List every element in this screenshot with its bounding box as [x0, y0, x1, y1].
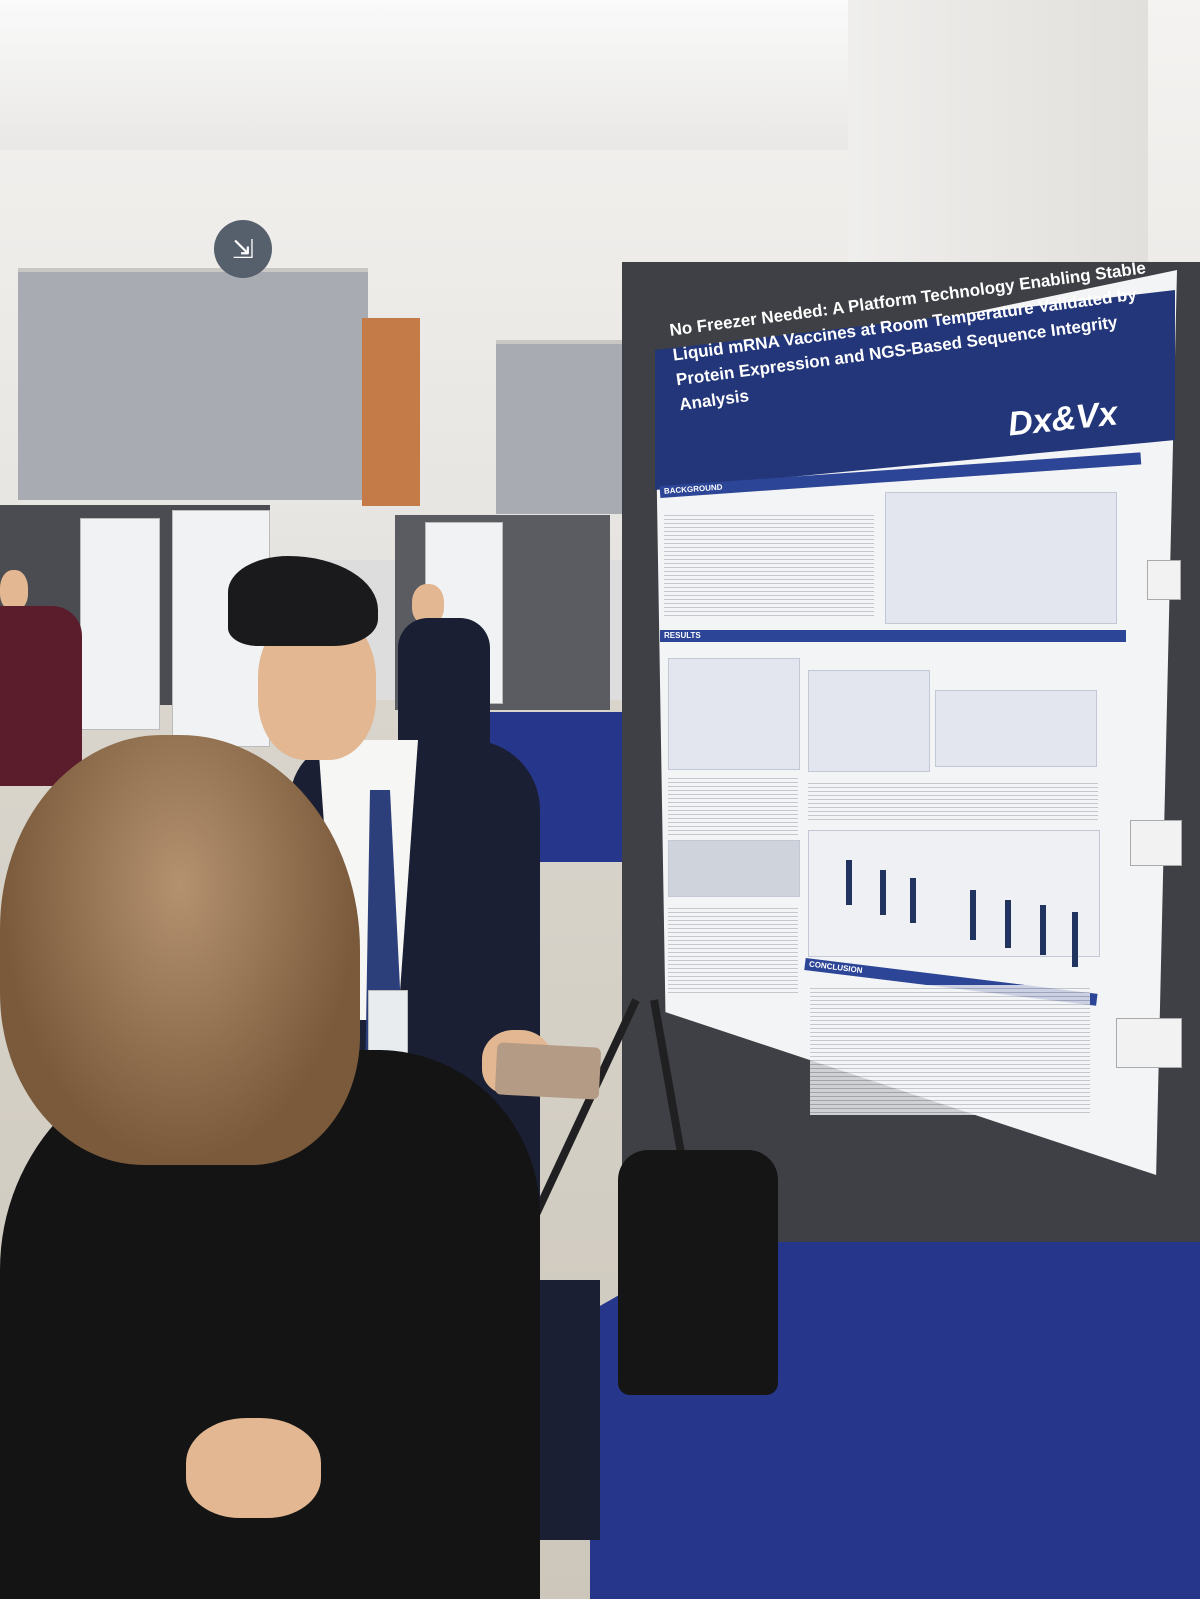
visitor-hair — [0, 735, 360, 1165]
results-text-3 — [668, 905, 798, 995]
left-person-sweater — [0, 606, 82, 786]
chart-bar — [1005, 900, 1011, 948]
background-poster-1 — [80, 518, 160, 730]
ceiling-overhang — [0, 0, 860, 150]
stairs-icon: ⇲ — [214, 220, 272, 278]
wall-panel-orange — [362, 318, 420, 506]
conclusion-text — [810, 985, 1090, 1115]
chart-bar — [846, 860, 852, 905]
background-figure — [885, 492, 1117, 624]
backpack — [618, 1150, 778, 1395]
left-person-head — [0, 570, 28, 610]
side-label — [1147, 560, 1181, 600]
background-text — [664, 512, 874, 617]
side-label — [1116, 1018, 1182, 1068]
presenter-hair — [228, 556, 378, 646]
results-table — [935, 690, 1097, 767]
results-figure-1 — [668, 658, 800, 770]
wall-panel-left — [18, 268, 368, 500]
chart-bar — [880, 870, 886, 915]
section-results: RESULTS — [660, 630, 1126, 642]
results-bar-chart — [808, 830, 1100, 957]
chart-bar — [910, 878, 916, 923]
chart-bar — [1040, 905, 1046, 955]
chart-bar — [970, 890, 976, 940]
results-gel-image — [668, 840, 800, 897]
side-label — [1130, 820, 1182, 866]
background-person-head — [412, 584, 444, 624]
results-figure-2 — [808, 670, 930, 772]
chart-bar — [1072, 912, 1078, 967]
visitor-hand — [186, 1418, 321, 1518]
results-text-2 — [808, 780, 1098, 820]
results-text-1 — [668, 775, 798, 835]
smartphone — [494, 1042, 602, 1100]
